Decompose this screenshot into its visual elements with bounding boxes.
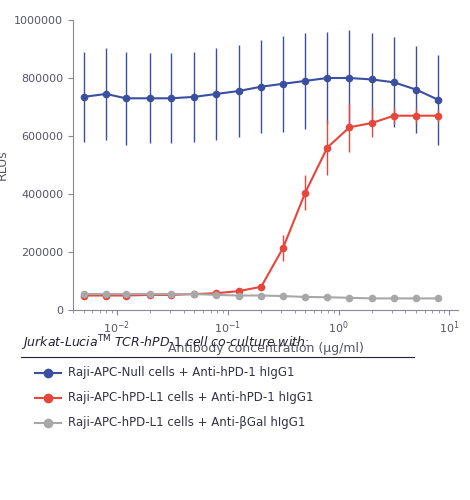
Text: Raji-APC-hPD-L1 cells + Anti-hPD-1 hIgG1: Raji-APC-hPD-L1 cells + Anti-hPD-1 hIgG1 [68,391,313,404]
Y-axis label: RLUs: RLUs [0,150,8,180]
Text: Raji-APC-hPD-L1 cells + Anti-βGal hIgG1: Raji-APC-hPD-L1 cells + Anti-βGal hIgG1 [68,416,306,429]
Text: Raji-APC-Null cells + Anti-hPD-1 hIgG1: Raji-APC-Null cells + Anti-hPD-1 hIgG1 [68,366,295,379]
Text: $\it{Jurkat}$-$\it{Lucia}$$^{\mathregular{TM}}$ $\it{TCR}$-$\it{hPD}$-$\it{1}$ $: $\it{Jurkat}$-$\it{Lucia}$$^{\mathregula… [21,334,309,353]
X-axis label: Antibody concentration (µg/ml): Antibody concentration (µg/ml) [168,342,363,355]
